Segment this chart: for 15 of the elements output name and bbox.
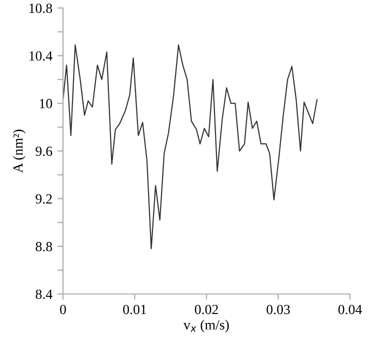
x-axis-title: v$_{x}$ (m/s) [183, 320, 229, 332]
y-tick-label: 8.8 [36, 242, 52, 252]
x-tick-label: 0.04 [338, 304, 362, 314]
y-tick-label: 10.4 [30, 51, 52, 61]
x-tick-label: 0.02 [194, 304, 218, 314]
x-tick-label: 0 [60, 304, 66, 314]
y-tick-label: 9.2 [36, 194, 52, 204]
x-tick-label: 0.01 [123, 304, 146, 314]
y-tick-label: 10 [40, 98, 52, 108]
y-axis-title: A (nm²) [12, 130, 26, 173]
y-tick-label: 9.6 [36, 146, 52, 156]
x-tick-label: 0.03 [266, 304, 290, 314]
y-tick-label: 10.8 [30, 4, 52, 14]
y-tick-label: 8.4 [36, 290, 52, 300]
line-series [63, 44, 318, 250]
